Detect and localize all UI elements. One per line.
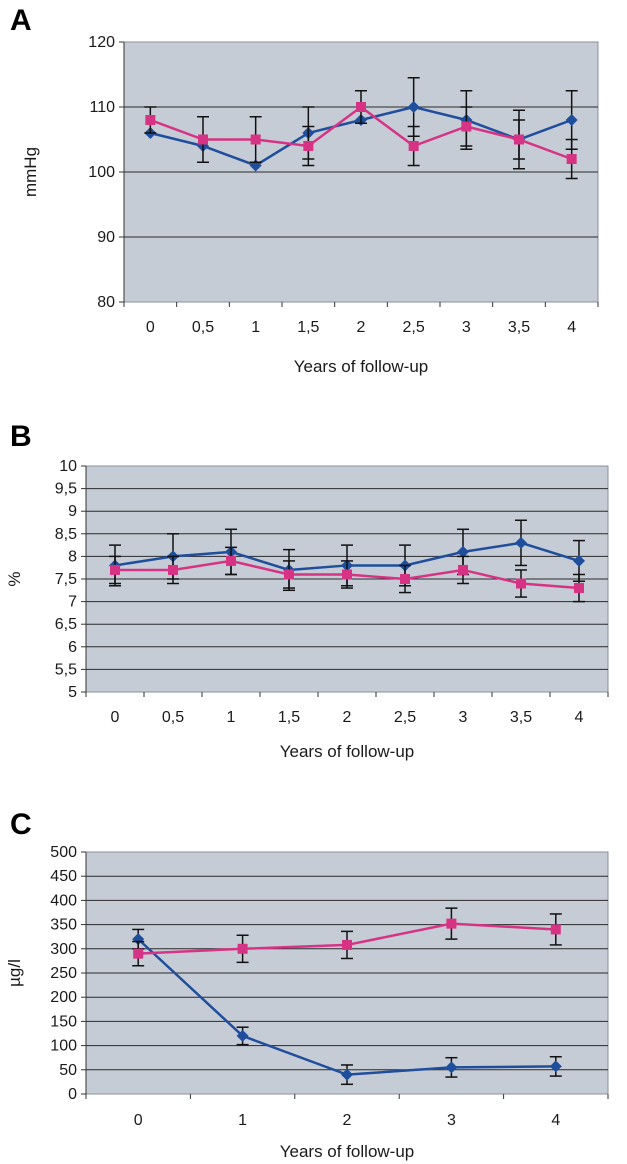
point-magenta	[566, 154, 577, 164]
y-tick-label: 8,5	[55, 526, 77, 543]
x-tick-label: 3,5	[508, 319, 530, 336]
y-tick-label: 200	[50, 989, 77, 1006]
point-magenta	[284, 569, 294, 580]
panel-letter-b: B	[10, 420, 32, 453]
y-axis-label: %	[5, 571, 24, 586]
point-magenta	[342, 569, 352, 580]
point-magenta	[550, 924, 561, 935]
x-tick-label: 0,5	[192, 319, 214, 336]
y-tick-label: 80	[97, 294, 115, 311]
point-magenta	[110, 564, 120, 575]
x-tick-label: 2	[357, 319, 366, 336]
x-tick-label: 3	[462, 319, 471, 336]
x-tick-label: 3,5	[510, 709, 532, 726]
x-axis-label: Years of follow-up	[280, 742, 415, 761]
x-tick-label: 4	[551, 1112, 560, 1129]
panel-letter-a: A	[10, 4, 32, 37]
x-tick-label: 2	[343, 709, 352, 726]
point-blue	[407, 101, 420, 113]
y-tick-label: 9,5	[55, 481, 77, 498]
point-magenta	[574, 583, 584, 594]
point-blue	[515, 536, 527, 549]
point-magenta	[458, 564, 468, 575]
point-magenta	[133, 948, 144, 959]
point-magenta	[408, 141, 419, 151]
point-magenta	[145, 115, 156, 125]
y-tick-label: 350	[50, 917, 77, 934]
panel-letter-c: C	[10, 808, 32, 841]
point-magenta	[237, 943, 248, 954]
point-magenta	[303, 141, 314, 151]
point-blue	[236, 1029, 249, 1042]
y-tick-label: 300	[50, 941, 77, 958]
y-tick-label: 7	[68, 594, 77, 611]
x-tick-label: 2,5	[394, 709, 416, 726]
x-tick-label: 2	[343, 1112, 352, 1129]
x-tick-label: 1,5	[297, 319, 319, 336]
y-tick-label: 8	[68, 548, 77, 565]
y-tick-label: 450	[50, 868, 77, 885]
y-tick-label: 120	[88, 34, 115, 51]
point-blue	[457, 545, 469, 558]
y-tick-label: 150	[50, 1013, 77, 1030]
point-magenta	[356, 102, 366, 112]
x-tick-label: 1	[251, 319, 260, 336]
point-blue	[573, 554, 585, 567]
point-magenta	[461, 121, 472, 132]
x-tick-label: 0	[134, 1112, 143, 1129]
point-magenta	[446, 918, 457, 929]
y-tick-label: 6,5	[55, 616, 77, 633]
point-blue	[549, 1060, 562, 1073]
x-tick-label: 2,5	[403, 319, 425, 336]
x-tick-label: 4	[567, 319, 576, 336]
y-axis-label: mmHg	[21, 147, 40, 197]
y-tick-label: 10	[59, 458, 77, 475]
y-tick-label: 9	[68, 503, 77, 520]
y-tick-label: 100	[88, 164, 115, 181]
point-magenta	[516, 578, 526, 589]
x-tick-label: 1	[227, 709, 236, 726]
point-magenta	[168, 564, 178, 575]
y-tick-label: 400	[50, 892, 77, 909]
x-axis-label: Years of follow-up	[294, 357, 429, 376]
x-tick-label: 3	[459, 709, 468, 726]
point-magenta	[400, 574, 410, 584]
point-magenta	[514, 134, 524, 145]
point-blue	[341, 1068, 353, 1081]
x-axis-label: Years of follow-up	[280, 1142, 415, 1161]
y-axis-label: µg/l	[5, 959, 24, 987]
point-magenta	[198, 134, 208, 145]
point-magenta	[342, 939, 352, 950]
y-tick-label: 250	[50, 965, 77, 982]
point-blue	[445, 1061, 458, 1074]
point-blue	[565, 114, 578, 126]
y-tick-label: 6	[68, 639, 77, 656]
x-tick-label: 0	[146, 319, 155, 336]
x-tick-label: 0,5	[162, 709, 184, 726]
y-tick-label: 5	[68, 684, 77, 701]
y-tick-label: 90	[97, 229, 115, 246]
y-tick-label: 5,5	[55, 661, 77, 678]
y-tick-label: 110	[89, 99, 115, 116]
x-tick-label: 0	[111, 709, 120, 726]
x-tick-label: 4	[575, 709, 584, 726]
point-magenta	[250, 134, 261, 145]
x-tick-label: 1,5	[278, 709, 300, 726]
y-tick-label: 100	[50, 1038, 77, 1055]
x-tick-label: 3	[447, 1112, 456, 1129]
point-magenta	[226, 555, 236, 566]
x-tick-label: 1	[238, 1112, 247, 1129]
y-tick-label: 0	[68, 1086, 77, 1103]
y-tick-label: 500	[50, 844, 77, 861]
y-tick-label: 7,5	[55, 571, 77, 588]
y-tick-label: 50	[59, 1062, 77, 1079]
